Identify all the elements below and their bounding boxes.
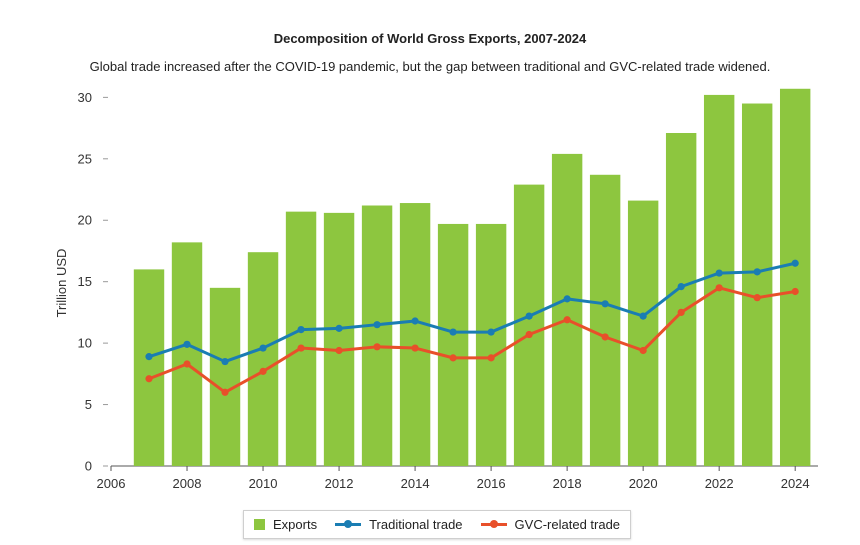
- point-gvc-related-trade-2020: [639, 346, 647, 355]
- bar-exports-2023: [741, 103, 773, 466]
- point-traditional-trade-2012: [335, 324, 343, 332]
- bar-exports-2009: [209, 287, 241, 466]
- point-traditional-trade-2008: [183, 340, 191, 348]
- bar-exports-2019: [589, 174, 621, 467]
- point-gvc-related-trade-2015: [449, 354, 457, 362]
- legend-label-exports: Exports: [273, 517, 318, 532]
- legend-item-traditional-trade: Traditional trade: [335, 517, 463, 532]
- point-traditional-trade-2013: [373, 321, 381, 329]
- point-gvc-related-trade-2014: [411, 344, 419, 352]
- bar-exports-2018: [551, 153, 583, 466]
- x-tick-label-2018: 2018: [553, 476, 582, 491]
- chart-title: Decomposition of World Gross Exports, 20…: [273, 31, 587, 46]
- x-tick-label-2008: 2008: [173, 476, 202, 491]
- x-tick-label-2020: 2020: [629, 476, 658, 491]
- bar-exports-2020: [627, 200, 659, 466]
- point-gvc-related-trade-2007: [145, 375, 153, 383]
- legend-swatch-gvc-related-trade: [480, 519, 507, 530]
- legend-label-gvc-related-trade: GVC-related trade: [514, 517, 621, 532]
- x-axis: 2006 2008 2010 2012 2014 2016 2018 2020 2022 2024: [97, 465, 818, 491]
- y-tick-label-30: 30: [78, 90, 92, 105]
- point-gvc-related-trade-2013: [373, 343, 381, 351]
- point-traditional-trade-2021: [677, 283, 685, 291]
- y-tick-label-5: 5: [85, 397, 92, 412]
- legend: Exports Traditional trade GVC-related tr…: [243, 510, 632, 539]
- legend-item-exports: Exports: [254, 517, 317, 532]
- bar-exports-2007: [133, 269, 165, 466]
- bar-exports-2013: [361, 205, 393, 466]
- x-tick-label-2012: 2012: [325, 476, 354, 491]
- legend-label-traditional-trade: Traditional trade: [369, 517, 463, 532]
- bar-exports-2022: [703, 94, 735, 466]
- point-traditional-trade-2017: [525, 312, 533, 320]
- y-tick-label-20: 20: [78, 213, 92, 228]
- legend-item-gvc-related-trade: GVC-related trade: [480, 517, 621, 532]
- point-traditional-trade-2014: [411, 317, 419, 325]
- point-gvc-related-trade-2009: [221, 388, 229, 396]
- point-traditional-trade-2011: [297, 326, 305, 334]
- point-traditional-trade-2010: [259, 344, 267, 352]
- x-tick-label-2006: 2006: [97, 476, 126, 491]
- x-tick-label-2010: 2010: [249, 476, 278, 491]
- bar-exports-2014: [399, 203, 431, 466]
- exports-bars: [133, 88, 811, 467]
- bar-exports-2011: [285, 211, 317, 466]
- point-gvc-related-trade-2021: [677, 308, 685, 317]
- point-gvc-related-trade-2017: [525, 330, 533, 339]
- y-axis-label: Trillion USD: [54, 249, 69, 318]
- bar-exports-2021: [665, 133, 697, 466]
- line-gvc-related-trade: [148, 286, 796, 394]
- point-traditional-trade-2019: [601, 300, 609, 308]
- point-gvc-related-trade-2024: [791, 287, 799, 296]
- trend-lines: [145, 259, 799, 396]
- y-tick-label-25: 25: [78, 151, 92, 166]
- point-gvc-related-trade-2010: [259, 367, 267, 375]
- y-tick-label-15: 15: [78, 274, 92, 289]
- point-traditional-trade-2007: [145, 353, 153, 361]
- bar-exports-2010: [247, 252, 279, 466]
- x-tick-label-2016: 2016: [477, 476, 506, 491]
- point-traditional-trade-2016: [487, 328, 495, 336]
- bar-exports-2016: [475, 223, 507, 466]
- point-gvc-related-trade-2008: [183, 360, 191, 368]
- bar-exports-2012: [323, 212, 355, 466]
- legend-swatch-traditional-trade: [335, 519, 362, 530]
- bar-exports-2015: [437, 223, 469, 466]
- point-traditional-trade-2024: [791, 259, 799, 267]
- point-gvc-related-trade-2012: [335, 346, 343, 355]
- point-gvc-related-trade-2023: [753, 294, 761, 302]
- bar-exports-2008: [171, 242, 203, 466]
- point-gvc-related-trade-2016: [487, 354, 495, 362]
- bar-exports-2017: [513, 184, 545, 466]
- y-tick-label-0: 0: [85, 459, 92, 474]
- point-gvc-related-trade-2022: [715, 284, 723, 292]
- y-tick-label-10: 10: [78, 336, 92, 351]
- point-traditional-trade-2023: [753, 268, 761, 276]
- point-traditional-trade-2015: [449, 328, 457, 336]
- line-traditional-trade: [148, 261, 796, 364]
- point-traditional-trade-2022: [715, 269, 723, 277]
- x-tick-label-2024: 2024: [781, 476, 810, 491]
- y-axis: 0 5 10 15 20 25 30: [78, 90, 108, 474]
- chart-subtitle: Global trade increased after the COVID-1…: [89, 59, 771, 74]
- bar-exports-2024: [779, 88, 811, 466]
- point-gvc-related-trade-2019: [601, 333, 609, 341]
- legend-swatch-exports: [254, 519, 265, 530]
- x-tick-label-2022: 2022: [705, 476, 734, 491]
- point-traditional-trade-2018: [563, 295, 571, 303]
- point-traditional-trade-2009: [221, 357, 229, 366]
- point-traditional-trade-2020: [639, 312, 647, 320]
- point-gvc-related-trade-2011: [297, 344, 305, 352]
- point-gvc-related-trade-2018: [563, 316, 571, 324]
- x-tick-label-2014: 2014: [401, 476, 430, 491]
